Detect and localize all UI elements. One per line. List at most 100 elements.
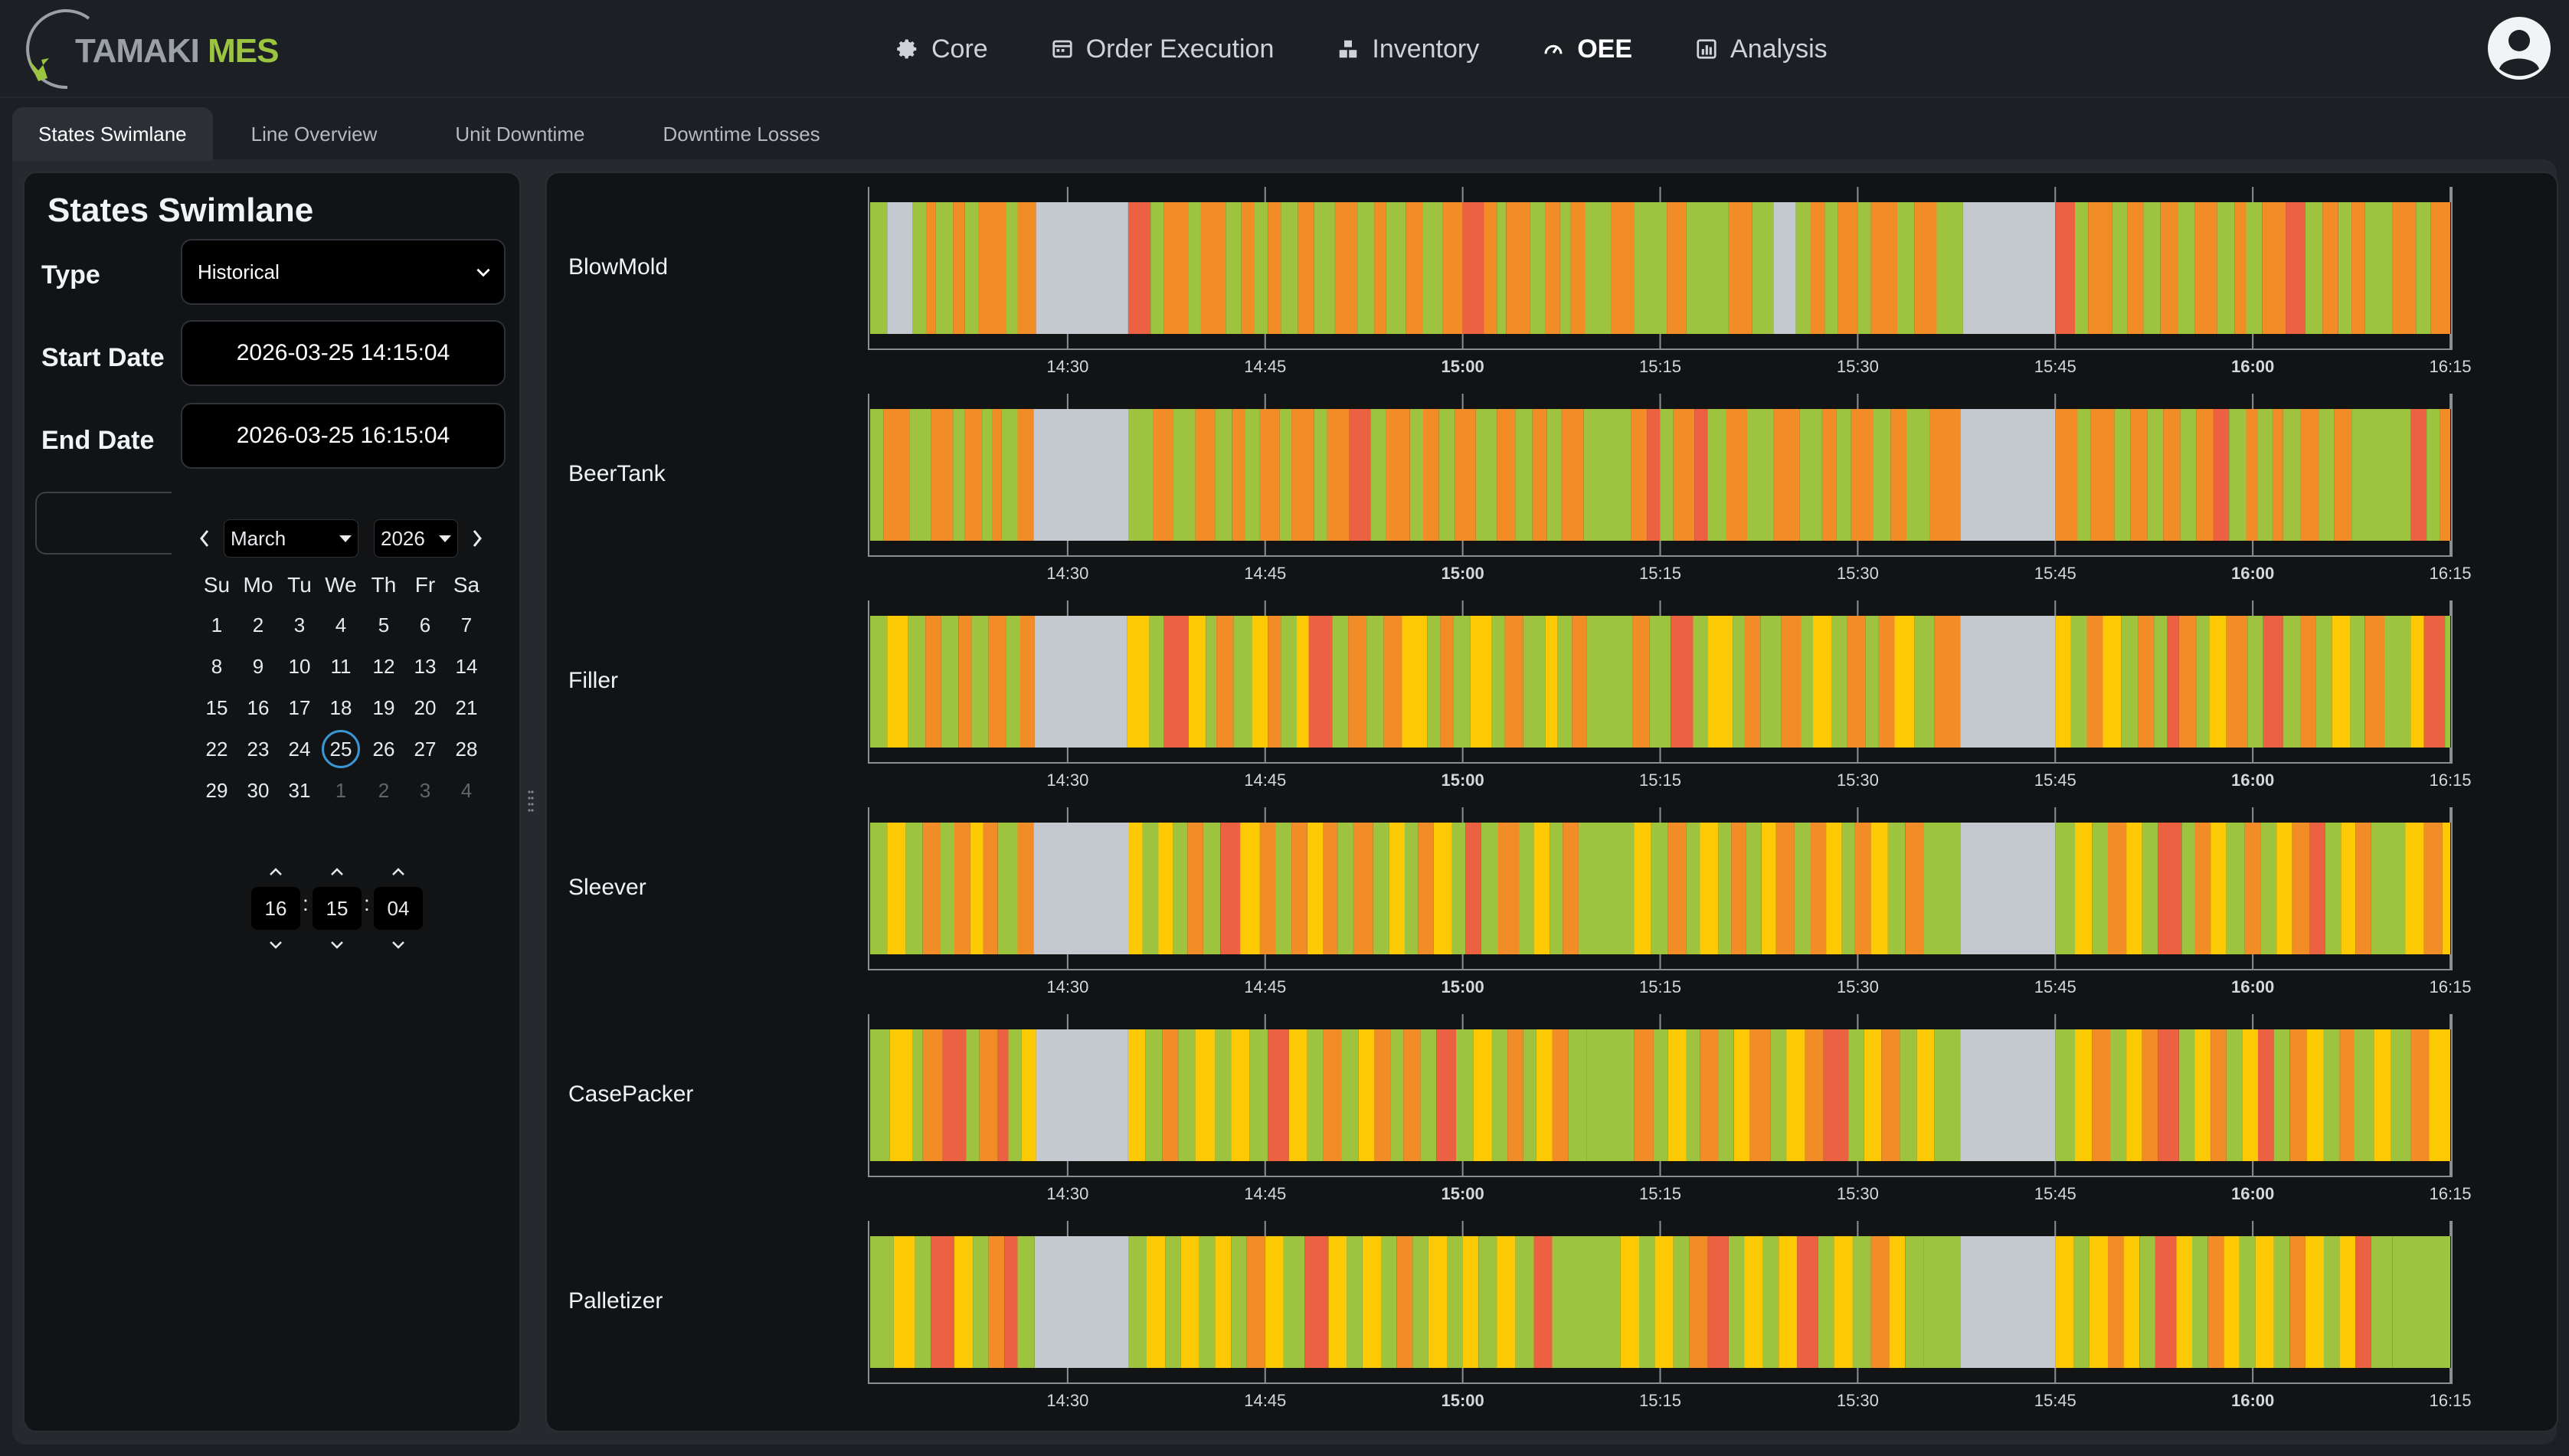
state-segment[interactable] xyxy=(1726,409,1748,541)
state-segment[interactable] xyxy=(1653,1029,1668,1161)
state-segment[interactable] xyxy=(2213,409,2230,541)
state-segment[interactable] xyxy=(2196,409,2214,541)
state-segment[interactable] xyxy=(1914,616,1935,748)
state-segment[interactable] xyxy=(1822,409,1837,541)
state-segment[interactable] xyxy=(1836,409,1851,541)
state-segment[interactable] xyxy=(1428,1236,1447,1368)
state-segment[interactable] xyxy=(2178,202,2195,334)
state-segment[interactable] xyxy=(1323,823,1338,954)
calendar-day[interactable]: 4 xyxy=(460,778,473,802)
calendar-day[interactable]: 20 xyxy=(414,695,437,719)
state-segment[interactable] xyxy=(1929,409,1961,541)
state-segment[interactable] xyxy=(2384,616,2411,748)
state-segment[interactable] xyxy=(1314,202,1335,334)
state-segment[interactable] xyxy=(1673,1236,1690,1368)
state-segment[interactable] xyxy=(1515,409,1533,541)
state-segment[interactable] xyxy=(966,1029,980,1161)
state-segment[interactable] xyxy=(1897,202,1915,334)
state-segment[interactable] xyxy=(1173,823,1188,954)
minute-field[interactable]: 15 xyxy=(313,887,362,930)
state-segment[interactable] xyxy=(2209,616,2227,748)
state-segment[interactable] xyxy=(958,616,972,748)
state-segment[interactable] xyxy=(1128,1236,1147,1368)
state-segment[interactable] xyxy=(2286,202,2306,334)
state-segment[interactable] xyxy=(1427,616,1441,748)
state-segment[interactable] xyxy=(1960,616,2056,748)
state-segment[interactable] xyxy=(2283,616,2300,748)
state-segment[interactable] xyxy=(1519,823,1534,954)
state-segment[interactable] xyxy=(1281,616,1297,748)
state-segment[interactable] xyxy=(1127,616,1150,748)
state-segment[interactable] xyxy=(1847,616,1866,748)
state-segment[interactable] xyxy=(2341,823,2356,954)
state-segment[interactable] xyxy=(1215,1236,1231,1368)
state-segment[interactable] xyxy=(1647,409,1661,541)
state-segment[interactable] xyxy=(1297,616,1309,748)
state-segment[interactable] xyxy=(2440,409,2450,541)
state-segment[interactable] xyxy=(1409,409,1424,541)
nav-inventory[interactable]: Inventory xyxy=(1337,34,1479,64)
state-segment[interactable] xyxy=(1700,1029,1719,1161)
nav-analysis[interactable]: Analysis xyxy=(1695,34,1828,64)
calendar-day[interactable]: 2 xyxy=(378,778,390,802)
state-segment[interactable] xyxy=(1033,823,1128,954)
calendar-day[interactable]: 7 xyxy=(460,613,473,636)
state-segment[interactable] xyxy=(2324,1236,2340,1368)
state-segment[interactable] xyxy=(1934,616,1961,748)
hour-down-chevron-icon[interactable] xyxy=(264,941,287,956)
state-segment[interactable] xyxy=(1178,1029,1196,1161)
prev-month-arrow-icon[interactable] xyxy=(193,523,216,554)
state-segment[interactable] xyxy=(2416,202,2431,334)
state-segment[interactable] xyxy=(1451,823,1466,954)
state-segment[interactable] xyxy=(1634,823,1651,954)
state-segment[interactable] xyxy=(1438,409,1455,541)
state-segment[interactable] xyxy=(1347,1236,1363,1368)
state-segment[interactable] xyxy=(2445,616,2450,748)
state-segment[interactable] xyxy=(1583,409,1631,541)
state-segment[interactable] xyxy=(1206,616,1217,748)
state-segment[interactable] xyxy=(982,409,993,541)
state-segment[interactable] xyxy=(1158,823,1173,954)
state-segment[interactable] xyxy=(2260,823,2276,954)
state-segment[interactable] xyxy=(1852,1236,1871,1368)
state-segment[interactable] xyxy=(2363,409,2411,541)
state-segment[interactable] xyxy=(2092,823,2108,954)
state-segment[interactable] xyxy=(2255,1236,2274,1368)
state-segment[interactable] xyxy=(1731,823,1746,954)
state-segment[interactable] xyxy=(2086,616,2103,748)
calendar-day[interactable]: 5 xyxy=(378,613,390,636)
state-segment[interactable] xyxy=(2351,409,2364,541)
state-segment[interactable] xyxy=(1639,1236,1655,1368)
state-segment[interactable] xyxy=(1001,409,1018,541)
state-segment[interactable] xyxy=(1374,202,1386,334)
state-segment[interactable] xyxy=(1478,1236,1497,1368)
state-segment[interactable] xyxy=(1700,823,1719,954)
state-segment[interactable] xyxy=(2305,1236,2324,1368)
calendar-day[interactable]: 13 xyxy=(414,654,437,678)
state-segment[interactable] xyxy=(1870,1236,1890,1368)
calendar-day[interactable]: 2 xyxy=(252,613,264,636)
state-segment[interactable] xyxy=(887,202,912,334)
state-segment[interactable] xyxy=(2273,1029,2290,1161)
state-segment[interactable] xyxy=(925,616,941,748)
state-segment[interactable] xyxy=(1491,1029,1507,1161)
state-segment[interactable] xyxy=(1707,1236,1729,1368)
second-down-chevron-icon[interactable] xyxy=(387,941,410,956)
calendar-day[interactable]: 1 xyxy=(335,778,347,802)
state-segment[interactable] xyxy=(2194,202,2217,334)
state-segment[interactable] xyxy=(1799,409,1822,541)
state-segment[interactable] xyxy=(2126,1029,2142,1161)
state-segment[interactable] xyxy=(1423,409,1439,541)
state-segment[interactable] xyxy=(1533,1236,1553,1368)
state-segment[interactable] xyxy=(1552,1029,1569,1161)
calendar-day[interactable]: 10 xyxy=(288,654,311,678)
state-segment[interactable] xyxy=(1268,202,1281,334)
state-segment[interactable] xyxy=(1145,1029,1163,1161)
state-segment[interactable] xyxy=(931,1236,954,1368)
state-segment[interactable] xyxy=(1960,1236,2056,1368)
state-segment[interactable] xyxy=(2158,1029,2179,1161)
state-segment[interactable] xyxy=(1128,202,1151,334)
state-segment[interactable] xyxy=(2196,616,2210,748)
state-segment[interactable] xyxy=(915,1236,931,1368)
state-segment[interactable] xyxy=(1634,1029,1654,1161)
